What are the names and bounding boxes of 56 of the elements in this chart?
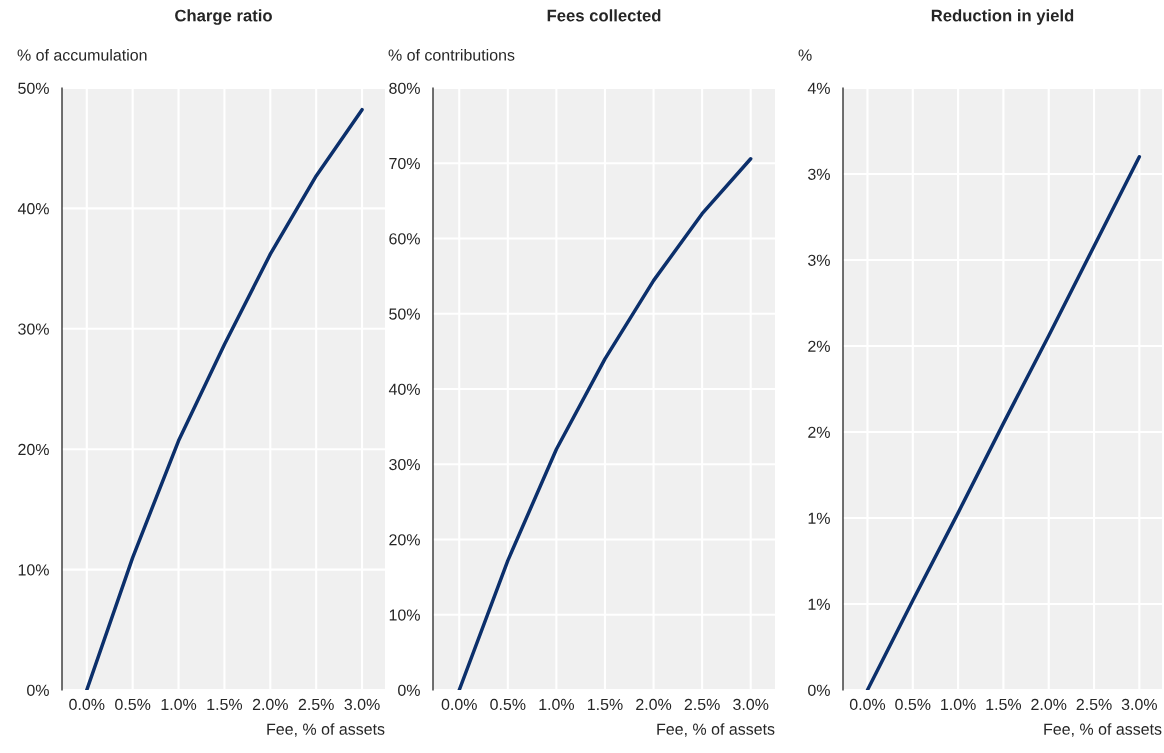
x-tick-label: 1.0% bbox=[941, 698, 976, 711]
x-tick-label: 1.0% bbox=[539, 698, 575, 711]
y-tick-label: 40% bbox=[388, 383, 420, 395]
line-series bbox=[865, 155, 1142, 690]
y-tick-label: 20% bbox=[18, 443, 49, 456]
y-tick-label: 2% bbox=[808, 340, 830, 352]
y-tick-label: 50% bbox=[18, 82, 49, 94]
x-tick-label: 0.0% bbox=[441, 698, 477, 711]
y-tick-label: 1% bbox=[808, 598, 830, 610]
line-series bbox=[85, 107, 364, 690]
x-tick-label: 0.5% bbox=[895, 698, 931, 711]
x-tick-label: 2.5% bbox=[684, 698, 720, 711]
y-tick-label: 40% bbox=[17, 203, 49, 215]
x-tick-label: 2.5% bbox=[1076, 698, 1112, 711]
y-tick-label: 30% bbox=[389, 458, 420, 471]
x-tick-label: 2.0% bbox=[252, 698, 288, 711]
y-tick-label: 70% bbox=[389, 157, 420, 170]
y-tick-label: 10% bbox=[18, 564, 49, 576]
x-tick-label: 2.5% bbox=[298, 698, 334, 711]
x-tick-label: 0.5% bbox=[490, 698, 526, 711]
y-tick-label: 1% bbox=[808, 512, 830, 524]
y-tick-label: 10% bbox=[389, 609, 420, 621]
x-tick-label: 0.0% bbox=[849, 698, 886, 711]
y-tick-label: 3% bbox=[808, 254, 830, 266]
y-tick-label: 0% bbox=[27, 684, 49, 696]
y-tick-label: 60% bbox=[389, 233, 420, 245]
x-axis-title: Fee, % of assets bbox=[267, 723, 385, 737]
x-tick-label: 1.0% bbox=[161, 698, 197, 711]
x-tick-label: 1.5% bbox=[587, 698, 623, 711]
x-axis-title: Fee, % of assets bbox=[1044, 723, 1162, 737]
chart-title: Reduction in yield bbox=[931, 9, 1074, 25]
x-tick-label: 1.5% bbox=[207, 698, 243, 711]
y-tick-label: 20% bbox=[389, 534, 420, 546]
x-tick-label: 0.0% bbox=[69, 698, 105, 711]
y-axis-title: % bbox=[798, 49, 812, 61]
y-tick-label: 4% bbox=[807, 82, 830, 94]
chart-title: Charge ratio bbox=[175, 9, 272, 25]
y-tick-label: 0% bbox=[398, 684, 420, 696]
x-tick-label: 2.0% bbox=[636, 698, 672, 711]
y-axis-title: % of accumulation bbox=[17, 49, 147, 61]
y-tick-label: 2% bbox=[808, 426, 830, 438]
x-tick-label: 3.0% bbox=[733, 698, 769, 711]
y-tick-label: 30% bbox=[18, 323, 49, 335]
y-tick-label: 50% bbox=[389, 308, 420, 320]
x-tick-label: 1.5% bbox=[986, 698, 1022, 711]
y-tick-label: 0% bbox=[808, 684, 830, 696]
y-tick-label: 80% bbox=[389, 82, 420, 94]
y-axis-title: % of contributions bbox=[388, 49, 515, 61]
chart-title: Fees collected bbox=[547, 9, 661, 22]
y-tick-label: 3% bbox=[808, 168, 830, 180]
x-tick-label: 3.0% bbox=[1121, 698, 1157, 711]
x-axis-title: Fee, % of assets bbox=[657, 723, 775, 737]
x-tick-label: 3.0% bbox=[344, 698, 380, 711]
line-series bbox=[457, 157, 753, 690]
x-tick-label: 2.0% bbox=[1031, 698, 1067, 711]
x-tick-label: 0.5% bbox=[115, 698, 151, 711]
